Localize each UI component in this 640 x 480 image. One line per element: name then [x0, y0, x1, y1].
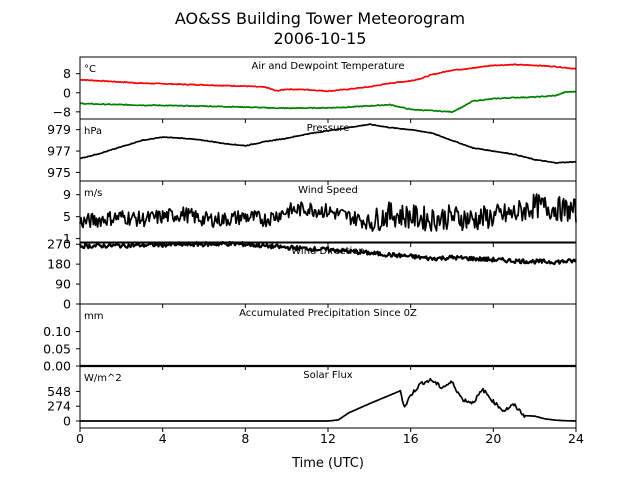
panel-title: Pressure — [307, 123, 350, 134]
y-tick-label: 548 — [47, 384, 71, 399]
panel-title: Solar Flux — [303, 370, 353, 381]
unit-label: mm — [84, 311, 103, 322]
panel-title: Air and Dewpoint Temperature — [252, 61, 405, 72]
panel-title: Wind Speed — [298, 185, 358, 196]
y-tick-label: 977 — [47, 144, 71, 159]
unit-label: hPa — [84, 126, 102, 137]
panel-2: 979 977 975 hPa Pressure — [47, 118, 577, 185]
x-tick-label: 0 — [76, 431, 84, 446]
unit-label: °C — [84, 64, 96, 75]
y-tick-label: 0 — [63, 297, 71, 312]
series-line-1-2 — [79, 90, 577, 113]
series-line-4-1 — [78, 240, 577, 266]
unit-label: W/m^2 — [84, 373, 122, 384]
y-tick-label: 0 — [63, 85, 71, 100]
y-tick-label: 1 — [63, 231, 71, 246]
panels-group: 8 0 −8 °C Air and Dewpoint Temperature 979 977… — [43, 56, 577, 432]
series-line-1-1 — [80, 63, 577, 93]
x-axis: 0 4 8 12 16 20 24 — [76, 431, 584, 446]
y-tick-label: 0.00 — [43, 359, 71, 374]
x-tick-label: 24 — [568, 431, 584, 446]
y-tick-label: 270 — [47, 237, 71, 252]
x-tick-label: 12 — [320, 431, 336, 446]
y-tick-label: 979 — [47, 122, 71, 137]
y-tick-label: 0 — [63, 413, 71, 428]
y-tick-label: 0.10 — [43, 324, 71, 339]
figure-title-line2: 2006-10-15 — [274, 29, 367, 48]
series-line-3-1 — [79, 193, 577, 232]
x-tick-label: 16 — [403, 431, 419, 446]
x-tick-label: 20 — [485, 431, 501, 446]
y-tick-label: 180 — [47, 257, 71, 272]
panel-3: 9 5 1 m/s Wind Speed — [63, 180, 577, 247]
panel-title: Accumulated Precipitation Since 0Z — [239, 308, 417, 319]
y-tick-label: 274 — [47, 399, 71, 414]
x-tick-label: 4 — [159, 431, 167, 446]
y-tick-label: 90 — [55, 277, 71, 292]
x-axis-label: Time (UTC) — [291, 456, 364, 471]
unit-label: m/s — [84, 188, 102, 199]
x-tick-label: 8 — [241, 431, 249, 446]
figure-title-line1: AO&SS Building Tower Meteorogram — [175, 9, 465, 28]
y-tick-label: 0.05 — [43, 341, 71, 356]
panel-title: Wind Direction — [291, 246, 365, 257]
y-tick-label: 5 — [63, 209, 71, 224]
series-line-2-1 — [79, 123, 577, 164]
y-tick-label: 9 — [63, 187, 71, 202]
series-line-6-1 — [80, 377, 576, 422]
y-tick-label: 8 — [63, 66, 71, 81]
y-tick-label: 975 — [47, 165, 71, 180]
y-tick-label: −8 — [53, 104, 71, 119]
